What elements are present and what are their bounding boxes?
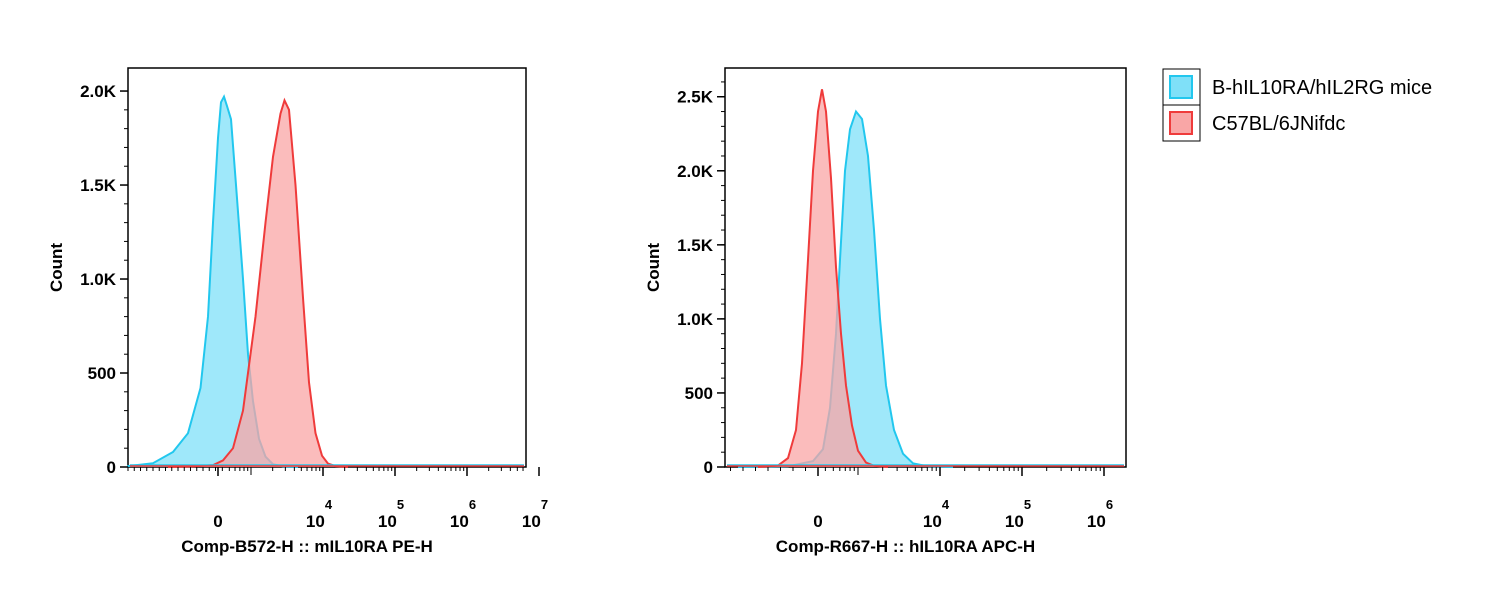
legend-swatch xyxy=(1169,75,1193,99)
y-tick-label: 1.5K xyxy=(80,176,117,195)
y-tick-label: 2.0K xyxy=(677,162,714,181)
x-tick-label: 104 xyxy=(306,497,333,531)
x-tick-label: 104 xyxy=(923,497,950,531)
y-tick-label: 2.0K xyxy=(80,82,117,101)
plot-frame xyxy=(724,67,1127,468)
legend-label: C57BL/6JNifdc xyxy=(1212,113,1345,135)
x-tick-label: 107 xyxy=(522,497,548,531)
x-tick-label: 106 xyxy=(1087,497,1113,531)
x-tick-label: 105 xyxy=(378,497,404,531)
x-tick-label: 106 xyxy=(450,497,476,531)
legend-swatch xyxy=(1169,111,1193,135)
y-tick-label: 1.0K xyxy=(677,310,714,329)
series-area-0 xyxy=(128,96,298,467)
series-group xyxy=(727,89,1124,468)
histogram-panel-mil10ra: 0 500 1.0K 1.5K 2.0K 0 104 105 106 107 Comp-B572-H… xyxy=(47,67,548,556)
y-axis-title: Count xyxy=(644,243,663,292)
x-tick-label: 105 xyxy=(1005,497,1031,531)
series-group xyxy=(127,94,524,468)
series-area-1 xyxy=(758,89,888,468)
y-tick-label: 0 xyxy=(107,458,116,477)
series-area-0 xyxy=(738,111,953,467)
x-axis-title: Comp-R667-H :: hIL10RA APC-H xyxy=(776,537,1035,556)
y-tick-label: 2.5K xyxy=(677,88,714,107)
legend: B-hIL10RA/hIL2RG mice C57BL/6JNifdc xyxy=(1162,68,1432,142)
x-tick-label: 0 xyxy=(213,512,222,531)
histogram-panel-hil10ra: 0 500 1.0K 1.5K 2.0K 2.5K 0 104 105 106 Comp-R667-… xyxy=(644,67,1127,556)
y-axis-title: Count xyxy=(47,243,66,292)
series-area-1 xyxy=(168,100,348,468)
legend-label: B-hIL10RA/hIL2RG mice xyxy=(1212,77,1432,99)
y-tick-label: 0 xyxy=(704,458,713,477)
series-line-1 xyxy=(757,89,889,468)
x-tick-label: 0 xyxy=(813,512,822,531)
x-axis-title: Comp-B572-H :: mIL10RA PE-H xyxy=(181,537,433,556)
y-tick-label: 1.0K xyxy=(80,270,117,289)
series-line-1 xyxy=(167,97,349,468)
y-tick-label: 500 xyxy=(88,364,116,383)
y-tick-label: 1.5K xyxy=(677,236,714,255)
plot-frame xyxy=(127,67,527,468)
y-tick-label: 500 xyxy=(685,384,713,403)
